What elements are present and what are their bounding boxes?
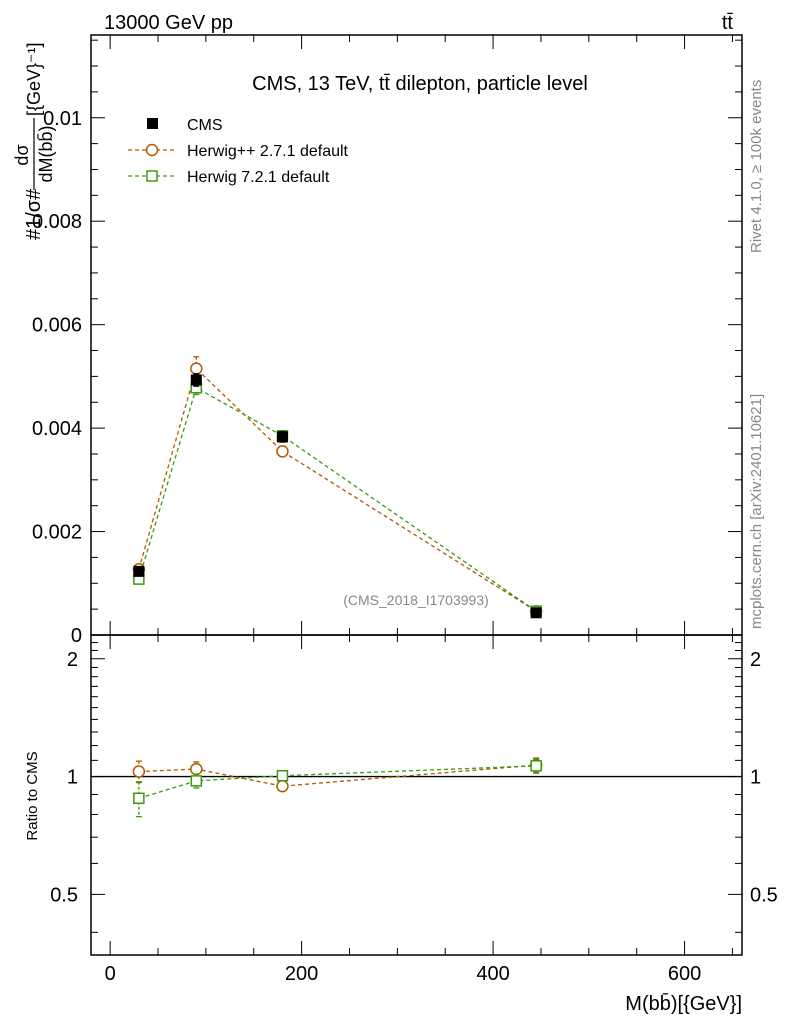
y-label-suffix: [{GeV}⁻¹]	[24, 42, 44, 116]
analysis-watermark: (CMS_2018_I1703993)	[343, 592, 489, 608]
main-point-herwig-2-7-1-default	[190, 362, 203, 375]
main-point-herwig-2-7-1-default	[276, 445, 289, 458]
ratio-y-tick-label-left: 1	[67, 767, 78, 789]
x-tick-label: 200	[285, 963, 318, 985]
energy-label: 13000 GeV pp	[104, 12, 233, 34]
ratio-point-herwig-7-2-1-default	[530, 760, 542, 772]
main-series-herwig-2-7-1-default	[132, 356, 543, 618]
main-line-herwig-2-7-1-default	[138, 367, 537, 612]
ratio-point-herwig-2-7-1-default	[190, 762, 203, 776]
legend-label-cms: CMS	[187, 117, 223, 134]
main-y-tick-label: 0.006	[32, 315, 82, 337]
rivet-version-label: Rivet 4.1.0, ≥ 100k events	[748, 80, 765, 253]
ratio-point-herwig-7-2-1-default	[133, 792, 145, 805]
mcplots-label: mcplots.cern.ch [arXiv:2401.10621]	[748, 394, 765, 629]
ratio-y-tick-label-right: 0.5	[750, 884, 778, 906]
x-tick-labels: 0 200 400 600	[105, 963, 702, 985]
main-point-cms	[530, 607, 542, 619]
process-label: tt̄	[722, 12, 734, 34]
ratio-y-axis-label: Ratio to CMS	[24, 751, 41, 840]
main-y-tick-label: 0.004	[32, 418, 82, 440]
ratio-point-herwig-7-2-1-default	[276, 769, 289, 782]
legend: CMS Herwig++ 2.7.1 default Herwig 7.2.1 …	[128, 117, 349, 186]
ratio-y-tick-label-right: 2	[750, 649, 761, 671]
legend-marker-cms	[147, 118, 158, 129]
legend-marker-herwigpp	[145, 143, 159, 157]
main-y-tick-label: 0.002	[32, 522, 82, 544]
ratio-y-tick-label-left: 0.5	[50, 884, 78, 906]
chart-title: CMS, 13 TeV, tt̄ dilepton, particle leve…	[252, 73, 588, 95]
main-y-tick-label: 0.008	[32, 211, 82, 233]
legend-label-herwig7: Herwig 7.2.1 default	[187, 169, 330, 186]
x-tick-label: 0	[105, 963, 116, 985]
ratio-point-herwig-7-2-1-default	[190, 775, 203, 787]
ratio-series-layer	[132, 757, 543, 818]
x-tick-label: 400	[476, 963, 509, 985]
y-label-denominator: dM(bb̄)	[36, 125, 56, 182]
ratio-panel-frame	[90, 634, 743, 956]
ratio-y-tick-labels: 0.5 0.5 1 1 2 2	[50, 649, 778, 907]
main-point-cms	[276, 431, 288, 443]
ratio-series-herwig-2-7-1-default	[132, 757, 543, 793]
ratio-axis-ticks	[91, 635, 742, 955]
main-series-herwig-7-2-1-default	[133, 380, 542, 617]
main-line-herwig-7-2-1-default	[138, 386, 537, 612]
legend-marker-herwig7	[146, 170, 158, 182]
main-y-axis-label: #1/σ# dσ dM(bb̄) [{GeV}⁻¹]	[12, 42, 56, 240]
main-series-layer	[132, 356, 543, 619]
ratio-point-herwig-2-7-1-default	[276, 779, 289, 793]
ratio-point-herwig-2-7-1-default	[132, 765, 146, 778]
main-axis-ticks	[91, 35, 742, 636]
main-series-cms	[133, 373, 542, 619]
main-point-cms	[190, 374, 202, 386]
legend-label-herwigpp: Herwig++ 2.7.1 default	[187, 143, 349, 160]
main-y-tick-label: 0.01	[43, 108, 82, 130]
main-y-tick-labels: 0 0.002 0.004 0.006 0.008 0.01	[32, 108, 82, 647]
x-axis-label: M(bb̄)[{GeV}]	[625, 992, 742, 1015]
ratio-y-tick-label-right: 1	[750, 767, 761, 789]
main-y-tick-label: 0	[71, 625, 82, 647]
y-label-prefix: #1/σ#	[23, 188, 45, 240]
x-tick-label: 600	[668, 963, 701, 985]
ratio-line-herwig-7-2-1-default	[138, 765, 537, 799]
ratio-series-herwig-7-2-1-default	[133, 758, 542, 818]
y-label-numerator: dσ	[12, 144, 32, 165]
ratio-line-herwig-2-7-1-default	[138, 764, 537, 787]
main-point-cms	[133, 565, 145, 577]
ratio-y-tick-label-left: 2	[67, 649, 78, 671]
